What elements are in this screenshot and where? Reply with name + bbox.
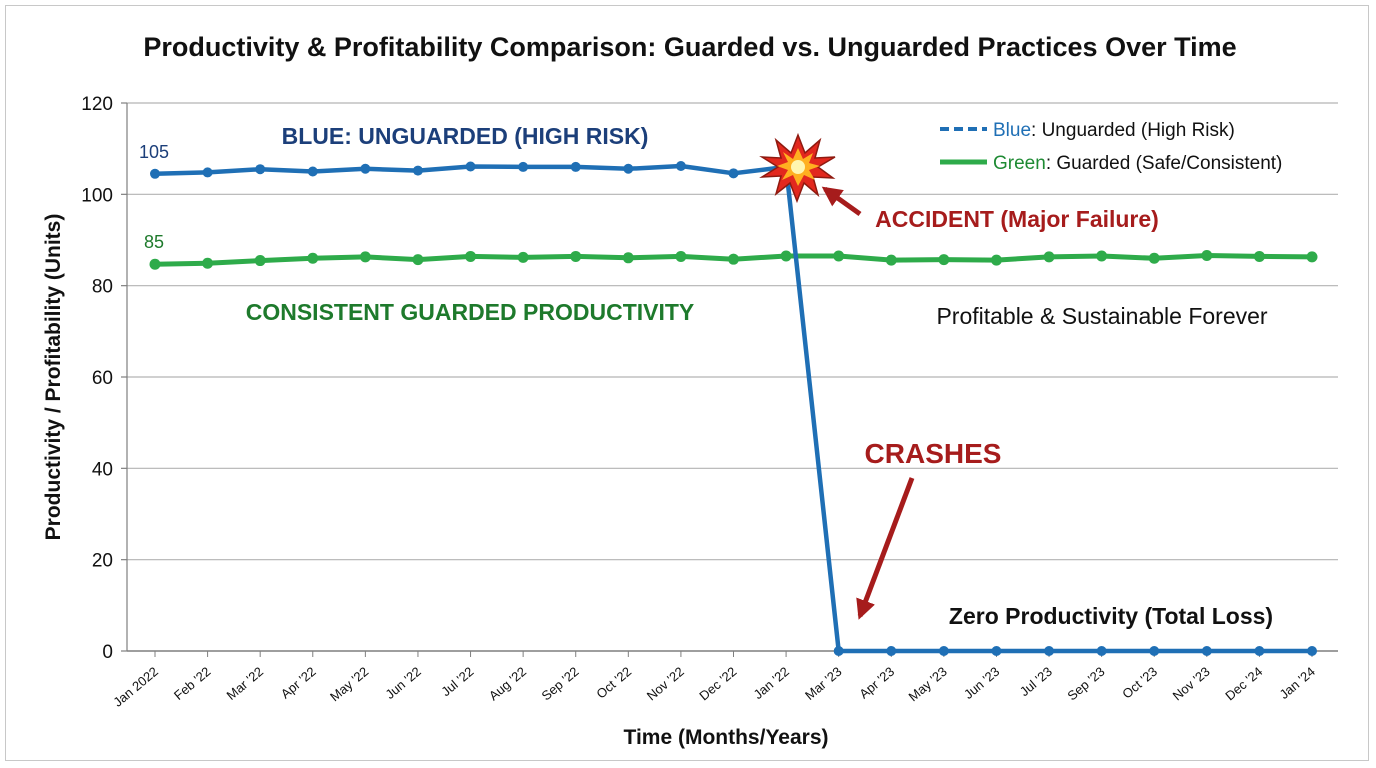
x-axis-ticks: Jan 2022 Feb '22 Mar '22 Apr '22 May '22 Jun …: [110, 651, 1318, 710]
crashes-arrow: [856, 477, 915, 620]
legend: Blue: Unguarded (High Risk) Green: Guard…: [940, 120, 1282, 174]
x-tick-label: Aug '22: [486, 664, 529, 704]
y-tick-label: 80: [92, 277, 113, 298]
data-point-blue: [255, 164, 266, 175]
data-point-green: [1201, 250, 1213, 262]
x-tick-label: Jul '23: [1017, 664, 1055, 699]
data-point-blue: [360, 163, 371, 174]
annotation-blue-start-value: 105: [139, 142, 169, 162]
data-point-green: [1148, 252, 1160, 264]
data-point-green: [412, 254, 424, 266]
x-tick-label: Dec '22: [696, 664, 739, 704]
x-tick-label: Jun '23: [961, 664, 1002, 702]
explosion-icon: [759, 132, 836, 204]
data-point-green: [622, 252, 634, 264]
x-tick-label: May '23: [906, 664, 950, 704]
annotation-blue-unguarded: BLUE: UNGUARDED (HIGH RISK): [282, 123, 649, 149]
data-point-green: [780, 250, 792, 262]
y-tick-label: 60: [92, 368, 113, 389]
y-tick-label: 40: [92, 459, 113, 480]
data-point-green: [1306, 251, 1318, 263]
data-point-green: [885, 254, 897, 266]
x-tick-label: Mar '23: [802, 664, 845, 703]
series-lines: [149, 161, 1318, 656]
x-tick-label: Jan '22: [751, 664, 792, 702]
x-tick-label: Nov '22: [644, 664, 687, 704]
data-point-blue: [675, 161, 686, 172]
x-tick-label: Mar '22: [224, 664, 267, 703]
data-point-blue: [938, 646, 949, 656]
data-point-blue: [570, 161, 581, 172]
data-point-green: [149, 258, 161, 270]
data-point-green: [675, 250, 687, 262]
x-tick-label: Jul '22: [438, 664, 476, 699]
data-point-green: [465, 250, 477, 262]
data-point-blue: [412, 165, 423, 176]
legend-label-blue: Blue: Unguarded (High Risk): [993, 120, 1235, 141]
annotation-sustainable: Profitable & Sustainable Forever: [936, 303, 1267, 329]
data-point-blue: [465, 161, 476, 172]
data-point-green: [517, 251, 529, 263]
x-tick-label: Dec '24: [1222, 664, 1265, 704]
data-point-blue: [1096, 646, 1107, 656]
x-tick-label: Apr '22: [278, 664, 319, 702]
y-axis-ticks: 0 20 40 60 80 100 120: [81, 94, 113, 663]
data-point-blue: [886, 646, 897, 656]
annotation-accident: ACCIDENT (Major Failure): [875, 206, 1159, 232]
data-point-blue: [518, 161, 529, 172]
data-point-green: [254, 255, 266, 267]
y-axis-title: Productivity / Profitability (Units): [42, 214, 65, 541]
data-point-blue: [623, 163, 634, 174]
x-tick-label: Oct '23: [1119, 664, 1160, 702]
data-point-blue: [991, 646, 1002, 656]
chart-title: Productivity & Profitability Comparison:…: [143, 32, 1236, 62]
y-tick-label: 100: [81, 185, 113, 206]
data-point-green: [1096, 250, 1108, 262]
x-tick-label: Apr '23: [856, 664, 897, 702]
data-point-green: [570, 250, 582, 262]
data-point-green: [1043, 251, 1055, 263]
x-tick-label: Sep '23: [1064, 664, 1107, 704]
y-tick-label: 0: [102, 642, 113, 663]
x-tick-label: Nov '23: [1170, 664, 1213, 704]
data-point-blue: [1044, 646, 1055, 656]
data-point-green: [202, 257, 214, 269]
x-tick-label: Feb '22: [171, 664, 214, 703]
x-tick-label: Jan 2022: [110, 664, 161, 710]
chart-frame: [5, 5, 1369, 761]
data-point-blue: [1149, 646, 1160, 656]
data-point-green: [990, 254, 1002, 266]
data-point-blue: [728, 168, 739, 179]
data-point-blue: [833, 646, 844, 656]
y-tick-label: 120: [81, 94, 113, 115]
x-tick-label: Sep '22: [539, 664, 582, 704]
data-point-green: [728, 253, 739, 265]
data-point-green: [938, 254, 950, 266]
data-point-blue: [1307, 646, 1317, 656]
series-line-blue: [154, 163, 1312, 654]
x-tick-label: Jan '24: [1276, 664, 1317, 702]
data-point-blue: [1254, 646, 1265, 656]
data-point-blue: [202, 167, 213, 178]
gridlines: [121, 102, 1338, 652]
accident-arrow: [821, 186, 862, 217]
annotation-consistent-guarded: CONSISTENT GUARDED PRODUCTIVITY: [246, 299, 695, 325]
x-tick-label: May '22: [327, 664, 371, 704]
data-point-green: [307, 252, 319, 264]
annotation-zero-productivity: Zero Productivity (Total Loss): [949, 603, 1273, 629]
legend-label-green: Green: Guarded (Safe/Consistent): [993, 153, 1282, 174]
annotation-crashes: CRASHES: [865, 438, 1002, 469]
x-axis-title: Time (Months/Years): [624, 726, 829, 749]
data-point-green: [833, 250, 845, 262]
x-tick-label: Jun '22: [382, 664, 423, 702]
data-point-blue: [150, 168, 160, 179]
data-point-green: [1253, 250, 1265, 262]
y-tick-label: 20: [92, 551, 113, 572]
x-tick-label: Oct '22: [593, 664, 634, 702]
annotation-green-start-value: 85: [144, 232, 164, 252]
data-point-blue: [307, 166, 318, 177]
data-point-green: [359, 251, 371, 263]
data-point-blue: [1201, 646, 1212, 656]
